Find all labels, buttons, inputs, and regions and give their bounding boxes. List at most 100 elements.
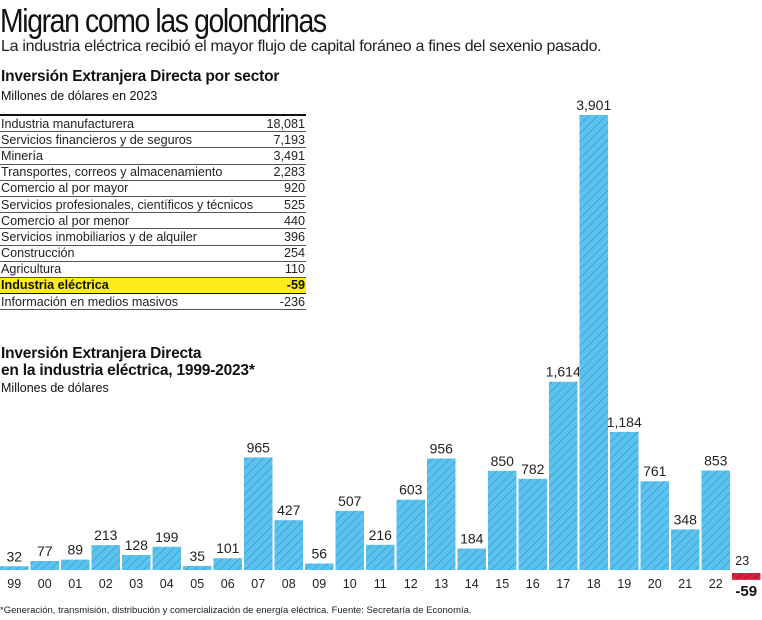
bar-08 xyxy=(274,520,303,570)
chart-subtitle: Millones de dólares xyxy=(1,381,109,395)
bar-value-label: 128 xyxy=(125,537,149,553)
bar-value-label: -59 xyxy=(735,583,757,600)
sector-value: 254 xyxy=(283,246,305,261)
bar-value-label: 850 xyxy=(491,453,515,469)
bar-12 xyxy=(396,499,425,570)
category-label: 99 xyxy=(7,577,21,591)
sector-value: 440 xyxy=(283,213,305,228)
bar-value-label: 782 xyxy=(521,461,545,477)
sector-label: Industria eléctrica xyxy=(1,278,109,293)
bar-value-label: 56 xyxy=(311,545,327,561)
bar-15 xyxy=(488,470,517,570)
sector-value: -236 xyxy=(279,294,305,309)
bar-value-label: 184 xyxy=(460,531,484,547)
table-row: Servicios inmobiliarios y de alquiler 396 xyxy=(0,229,306,246)
bar-03 xyxy=(122,555,151,570)
bar-04 xyxy=(152,546,181,570)
category-label: 11 xyxy=(374,577,387,591)
sector-value: 7,193 xyxy=(273,132,305,147)
sector-label: Agricultura xyxy=(1,262,62,277)
sector-label: Servicios profesionales, científicos y t… xyxy=(1,197,253,212)
category-label: 19 xyxy=(617,577,631,591)
category-label: 03 xyxy=(129,577,143,591)
sector-value: -59 xyxy=(286,278,305,293)
sector-label: Servicios inmobiliarios y de alquiler xyxy=(1,229,197,244)
category-label: 14 xyxy=(465,577,479,591)
bar-value-label: 348 xyxy=(674,511,698,527)
bar-02 xyxy=(91,545,120,570)
category-label: 17 xyxy=(556,577,570,591)
bar-00 xyxy=(30,561,59,570)
sector-value: 3,491 xyxy=(273,148,305,163)
sector-value: 110 xyxy=(284,262,305,277)
sector-label: Transportes, correos y almacenamiento xyxy=(1,165,223,180)
category-label: 12 xyxy=(404,577,418,591)
sector-table-subtitle: Millones de dólares en 2023 xyxy=(1,89,158,103)
sector-value: 396 xyxy=(283,229,305,244)
category-label: 02 xyxy=(99,577,113,591)
bar-14 xyxy=(457,548,486,570)
bar-value-label: 35 xyxy=(189,548,205,564)
table-row: Servicios profesionales, científicos y t… xyxy=(0,197,306,214)
bar-09 xyxy=(305,563,334,570)
table-row: Agricultura 110 xyxy=(0,262,306,278)
sector-table: Industria manufacturera 18,081 Servicios f… xyxy=(0,114,306,311)
bar-value-label: 853 xyxy=(704,453,728,469)
table-row: Construcción 254 xyxy=(0,246,306,262)
sector-label: Servicios financieros y de seguros xyxy=(1,132,193,147)
bar-value-label: 32 xyxy=(6,548,22,564)
bar-value-label: 761 xyxy=(643,463,667,479)
table-row: Comercio al por mayor 920 xyxy=(0,181,306,197)
sector-label: Construcción xyxy=(1,246,75,261)
bar-value-label: 507 xyxy=(338,493,362,509)
bar-value-label: 101 xyxy=(216,540,240,556)
bar-value-label: 3,901 xyxy=(576,97,611,113)
bar-21 xyxy=(671,529,700,570)
sector-value: 2,283 xyxy=(273,165,305,180)
sector-label: Minería xyxy=(1,148,43,163)
category-label: 22 xyxy=(709,577,723,591)
sector-label: Industria manufacturera xyxy=(1,116,135,131)
bar-05 xyxy=(183,565,212,570)
bar-16 xyxy=(518,478,547,570)
page-title: Migran como las golondrinas xyxy=(0,2,327,39)
bar-value-label: 1,614 xyxy=(546,364,581,380)
bars-group: 32 99 77 00 89 01 213 02 128 03 199 04 35 05 101 06 965 0… xyxy=(0,97,761,600)
chart-title-line-1: Inversión Extranjera Directa xyxy=(1,345,202,362)
table-row: Comercio al por menor 440 xyxy=(0,213,306,230)
category-label: 01 xyxy=(68,577,82,591)
bar-18 xyxy=(579,115,608,570)
table-row: Información en medios masivos -236 xyxy=(0,294,306,311)
bar-value-label: 965 xyxy=(247,439,271,455)
category-label: 04 xyxy=(160,577,174,591)
category-label: 23 xyxy=(735,554,749,568)
category-label: 09 xyxy=(312,577,326,591)
category-label: 13 xyxy=(434,577,448,591)
table-row: Industria manufacturera 18,081 xyxy=(0,116,306,133)
category-label: 00 xyxy=(38,577,52,591)
category-label: 20 xyxy=(648,577,662,591)
bar-23 xyxy=(732,573,761,580)
sector-value: 920 xyxy=(283,181,305,196)
sector-value: 525 xyxy=(283,197,305,212)
bar-17 xyxy=(549,381,578,570)
chart-title-line-2: en la industria eléctrica, 1999-2023* xyxy=(1,362,255,379)
category-label: 07 xyxy=(251,577,265,591)
bar-99 xyxy=(0,566,29,570)
category-label: 18 xyxy=(587,577,601,591)
bar-01 xyxy=(61,559,90,570)
table-row: Minería 3,491 xyxy=(0,148,306,165)
bar-07 xyxy=(244,457,273,570)
category-label: 05 xyxy=(190,577,204,591)
bar-06 xyxy=(213,558,242,570)
bar-value-label: 199 xyxy=(155,529,179,545)
bar-22 xyxy=(701,470,730,570)
bar-value-label: 956 xyxy=(430,440,454,456)
bar-value-label: 427 xyxy=(277,502,301,518)
bar-value-label: 1,184 xyxy=(607,414,642,430)
category-label: 15 xyxy=(495,577,509,591)
table-row: Servicios financieros y de seguros 7,193 xyxy=(0,132,306,149)
bar-value-label: 77 xyxy=(37,543,53,559)
bar-value-label: 603 xyxy=(399,482,423,498)
footnote: *Generación, transmisión, distribución y… xyxy=(0,605,472,616)
